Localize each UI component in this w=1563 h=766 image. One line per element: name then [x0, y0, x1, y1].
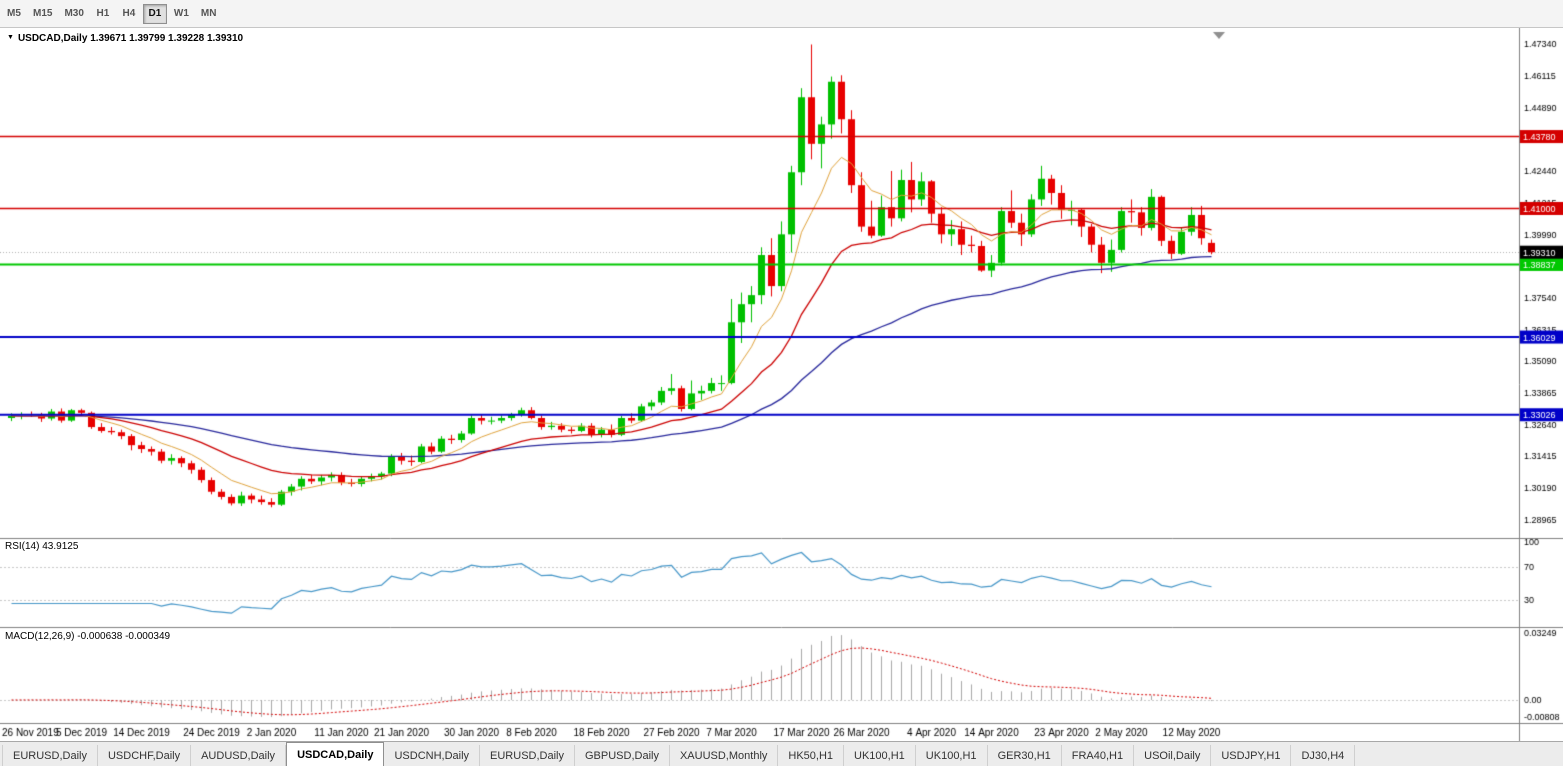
tab-hk50-h1[interactable]: HK50,H1 — [778, 745, 845, 766]
tab-eurusd-daily[interactable]: EURUSD,Daily — [2, 745, 98, 766]
tab-usoil-daily[interactable]: USOil,Daily — [1134, 745, 1212, 766]
macd-indicator-label: MACD(12,26,9) -0.000638 -0.000349 — [5, 631, 171, 642]
chart-tabs-bar: EURUSD,Daily USDCHF,Daily AUDUSD,Daily USDC… — [0, 741, 1563, 766]
tab-fra40-h1[interactable]: FRA40,H1 — [1062, 745, 1135, 766]
timeframe-toolbar: M5 M15 M30 H1 H4 D1 W1 MN — [0, 0, 1563, 28]
chart-symbol-label: USDCAD,Daily — [17, 33, 88, 44]
tab-dj30-h4[interactable]: DJ30,H4 — [1291, 745, 1356, 766]
timeframe-button-m30[interactable]: M30 — [64, 8, 84, 19]
timeframe-button-d1[interactable]: D1 — [142, 3, 167, 24]
timeframe-button-m15[interactable]: M15 — [33, 8, 53, 19]
chart-ohlc-values: 1.39671 1.39799 1.39228 1.39310 — [90, 33, 244, 44]
tab-uk100-h1[interactable]: UK100,H1 — [844, 745, 916, 766]
timeframe-button-h1[interactable]: H1 — [96, 8, 110, 19]
chart-window: ▼ USDCAD,Daily 1.39671 1.39799 1.39228 1.… — [0, 28, 1563, 741]
chart-menu-icon[interactable]: ▼ — [7, 34, 14, 41]
tab-eurusd-daily[interactable]: EURUSD,Daily — [480, 745, 575, 766]
tab-usdcad-daily[interactable]: USDCAD,Daily — [286, 742, 385, 766]
tab-ger30-h1[interactable]: GER30,H1 — [988, 745, 1062, 766]
tab-audusd-daily[interactable]: AUDUSD,Daily — [191, 745, 287, 766]
tab-uk100-h1[interactable]: UK100,H1 — [916, 745, 988, 766]
tab-usdjpy-h1[interactable]: USDJPY,H1 — [1211, 745, 1292, 766]
tab-gbpusd-daily[interactable]: GBPUSD,Daily — [575, 745, 670, 766]
price-chart-canvas[interactable] — [0, 28, 1563, 741]
timeframe-button-h4[interactable]: H4 — [122, 8, 136, 19]
tab-usdcnh-daily[interactable]: USDCNH,Daily — [384, 745, 481, 766]
timeframe-button-m5[interactable]: M5 — [7, 8, 21, 19]
rsi-indicator-label: RSI(14) 43.9125 — [5, 541, 79, 552]
chart-title: ▼ USDCAD,Daily 1.39671 1.39799 1.39228 1.… — [7, 33, 243, 44]
tab-usdchf-daily[interactable]: USDCHF,Daily — [98, 745, 192, 766]
tab-xauusd-monthly[interactable]: XAUUSD,Monthly — [670, 745, 779, 766]
timeframe-button-w1[interactable]: W1 — [173, 8, 189, 19]
timeframe-button-mn[interactable]: MN — [200, 8, 217, 19]
